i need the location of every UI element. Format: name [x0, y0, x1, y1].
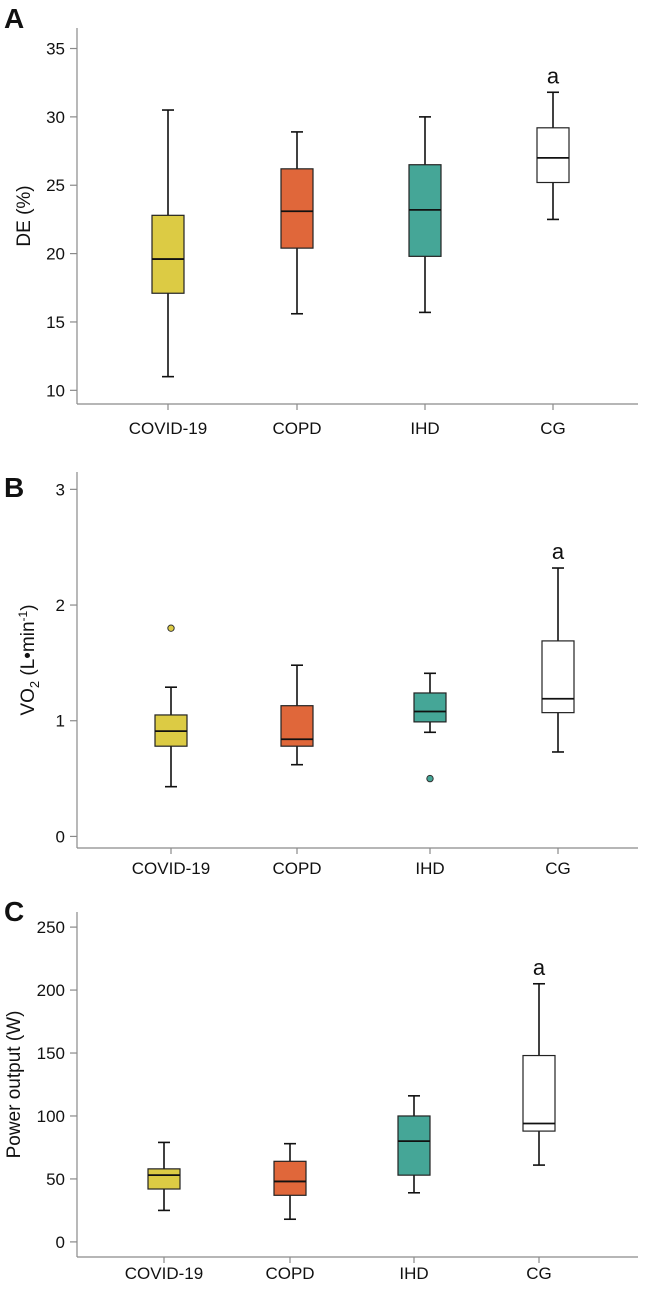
- box-cg: CG: [541, 567, 575, 878]
- y-tick-label: 25: [46, 176, 65, 195]
- box-covid-19: COVID-19: [129, 109, 207, 438]
- y-tick-label: 50: [46, 1170, 65, 1189]
- x-tick-label: IHD: [415, 859, 444, 878]
- y-tick-label: 150: [37, 1044, 65, 1063]
- y-axis-label: VO2 (L•min-1): [16, 604, 42, 715]
- iqr-box: [280, 168, 314, 249]
- x-tick-label: CG: [540, 419, 566, 438]
- x-tick-label: COPD: [265, 1264, 314, 1283]
- box-copd: COPD: [265, 1142, 315, 1283]
- x-tick-label: COVID-19: [132, 859, 210, 878]
- y-tick-label: 2: [56, 596, 65, 615]
- box-covid-19: COVID-19: [132, 624, 210, 878]
- panel-letter: A: [4, 3, 24, 34]
- outlier-point: [426, 774, 434, 783]
- x-tick-label: COPD: [272, 859, 321, 878]
- x-tick-label: CG: [545, 859, 571, 878]
- iqr-box: [522, 1054, 556, 1132]
- iqr-box: [413, 692, 447, 723]
- iqr-box: [151, 214, 185, 294]
- box-ihd: IHD: [413, 672, 447, 878]
- y-axis-label: Power output (W): [4, 1011, 25, 1159]
- box-copd: COPD: [272, 664, 322, 878]
- y-tick-label: 35: [46, 40, 65, 59]
- box-ihd: IHD: [408, 116, 442, 438]
- y-axis-label-subscript: 2: [27, 681, 42, 688]
- y-tick-label: 0: [56, 1233, 65, 1252]
- y-tick-label: 15: [46, 313, 65, 332]
- box-copd: COPD: [272, 131, 322, 438]
- panel-letter: C: [4, 896, 24, 927]
- x-tick-label: CG: [526, 1264, 552, 1283]
- significance-annotation: a: [552, 539, 565, 564]
- panel-a: A 10 15 20 25 30 35 DE (%) COVID-19 COPD IHD CG a: [4, 3, 638, 438]
- y-tick-label: 30: [46, 108, 65, 127]
- box-ihd: IHD: [397, 1095, 431, 1283]
- y-axis-label-superscript: -1: [16, 610, 30, 621]
- y-tick-label: 20: [46, 245, 65, 264]
- y-tick-label: 100: [37, 1107, 65, 1126]
- y-axis-label-main: DE (%): [14, 185, 35, 246]
- box-cg: CG: [522, 982, 556, 1283]
- y-axis-label-tail: ): [18, 604, 39, 610]
- y-axis-label-main: Power output (W): [4, 1011, 25, 1159]
- y-tick-label: 200: [37, 981, 65, 1000]
- x-tick-label: IHD: [410, 419, 439, 438]
- iqr-box: [536, 127, 570, 184]
- box-cg: CG: [536, 91, 570, 438]
- y-tick-label: 3: [56, 480, 65, 499]
- x-tick-label: COVID-19: [125, 1264, 203, 1283]
- iqr-box: [147, 1168, 181, 1190]
- y-axis-label-main: VO: [18, 688, 39, 715]
- x-tick-label: IHD: [399, 1264, 428, 1283]
- significance-annotation: a: [547, 63, 560, 88]
- x-tick-label: COPD: [272, 419, 321, 438]
- panel-letter: B: [4, 472, 24, 503]
- box-covid-19: COVID-19: [125, 1141, 203, 1283]
- y-axis-label: DE (%): [14, 185, 35, 246]
- y-tick-label: 10: [46, 381, 65, 400]
- iqr-box: [541, 640, 575, 714]
- outlier-point: [167, 624, 175, 632]
- panel-c: C 0 50 100 150 200 250 Power output (W) COVID-19…: [4, 896, 638, 1283]
- y-axis-label-units: (L•min: [18, 621, 39, 680]
- y-tick-label: 0: [56, 827, 65, 846]
- y-tick-label: 250: [37, 918, 65, 937]
- iqr-box: [397, 1115, 431, 1176]
- iqr-box: [273, 1160, 307, 1196]
- y-tick-label: 1: [56, 712, 65, 731]
- x-tick-label: COVID-19: [129, 419, 207, 438]
- significance-annotation: a: [533, 955, 546, 980]
